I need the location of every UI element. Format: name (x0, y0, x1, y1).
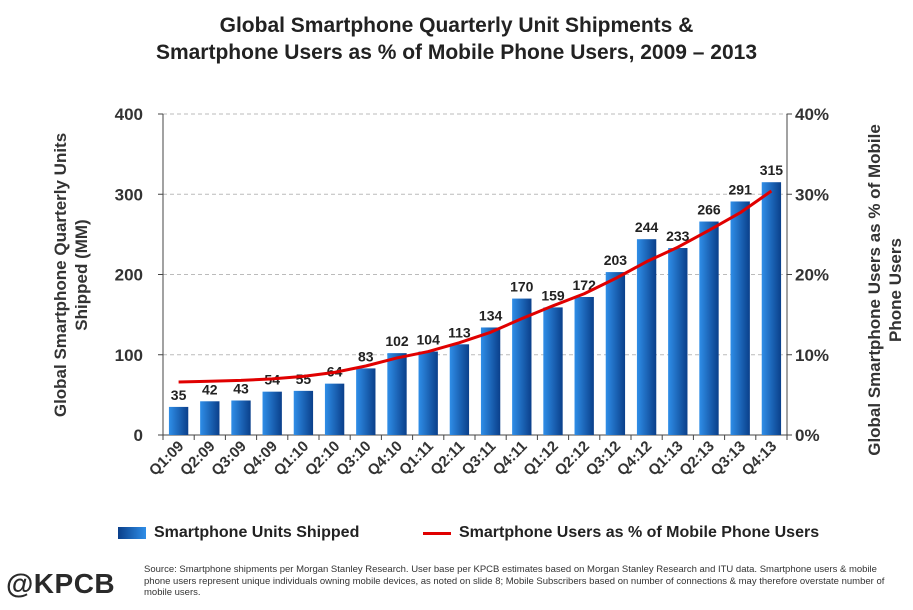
bar-data-label: 159 (541, 287, 565, 303)
legend-item-units: Smartphone Units Shipped (118, 524, 359, 542)
x-tick-label: Q2:09 (177, 438, 219, 480)
bar-data-label: 35 (171, 387, 187, 403)
x-tick-label: Q1:12 (520, 438, 562, 480)
kpcb-logo: @KPCB (6, 568, 116, 599)
y-tick-label-left: 200 (115, 266, 143, 285)
bar (512, 298, 532, 435)
bar-data-label: 233 (666, 228, 690, 244)
bar (574, 296, 594, 435)
bar (324, 383, 345, 435)
y-axis-title-left-line-1: Global Smartphone Quarterly Units (51, 133, 70, 417)
legend-label-units: Smartphone Units Shipped (154, 524, 360, 541)
y-tick-label-right: 30% (795, 185, 829, 204)
legend-line-swatch (423, 531, 451, 535)
x-tick-label: Q4:10 (364, 438, 406, 480)
bar (699, 221, 719, 435)
bar-data-label: 113 (448, 324, 471, 340)
legend-label-users: Smartphone Users as % of Mobile Phone Us… (459, 524, 820, 541)
y-tick-label-right: 20% (795, 266, 829, 285)
bar-data-label: 43 (233, 380, 249, 396)
y-axis-title-right-line-2: Phone Users (886, 238, 905, 342)
legend-bar-swatch (118, 527, 146, 539)
bar-data-label: 102 (385, 333, 409, 349)
y-tick-label-right: 10% (795, 346, 829, 365)
footer: @KPCB Source: Smartphone shipments per M… (0, 562, 913, 610)
chart-title-line-1: Global Smartphone Quarterly Unit Shipmen… (219, 14, 694, 37)
x-tick-label: Q4:09 (240, 438, 282, 480)
y-tick-label-left: 0 (134, 426, 143, 445)
x-tick-label: Q2:13 (676, 438, 718, 480)
bar (168, 406, 189, 435)
bar-data-label: 291 (729, 181, 753, 197)
y-axis-title-left: Global Smartphone Quarterly Units Shipped… (51, 133, 91, 417)
x-tick-label: Q1:09 (146, 438, 188, 480)
bar (200, 401, 220, 435)
x-tick-label: Q3:13 (708, 438, 750, 480)
x-tick-label: Q3:09 (208, 438, 250, 480)
x-tick-label: Q1:11 (396, 438, 437, 479)
x-tick-label: Q1:10 (271, 438, 313, 480)
bar-data-label: 244 (635, 219, 659, 235)
bar (730, 201, 750, 435)
bar (293, 390, 314, 435)
bar (761, 182, 782, 435)
bar (543, 307, 563, 435)
bar-data-label: 42 (202, 381, 218, 397)
bar-data-label: 134 (479, 307, 503, 323)
bar (231, 400, 251, 435)
bar (605, 272, 626, 435)
legend: Smartphone Units Shipped Smartphone User… (118, 518, 908, 548)
users-percent-line (178, 189, 773, 384)
y-axis-title-left-line-2: Shipped (MM) (72, 219, 91, 330)
x-tick-label: Q1:13 (645, 438, 687, 480)
source-note: Source: Smartphone shipments per Morgan … (144, 564, 885, 598)
y-tick-label-right: 40% (795, 105, 829, 124)
bar-data-label: 55 (296, 371, 312, 387)
x-tick-label: Q3:10 (333, 438, 375, 480)
bar (449, 344, 470, 435)
bar-data-label: 104 (417, 332, 441, 348)
x-tick-label: Q4:13 (739, 438, 781, 480)
y-tick-label-left: 400 (115, 105, 143, 124)
y-axis-title-right: Global Smartphone Users as % of Mobile Ph… (865, 124, 905, 456)
bar (356, 368, 376, 435)
chart-title-line-2: Smartphone Users as % of Mobile Phone Us… (155, 41, 758, 64)
y-tick-label-left: 300 (115, 185, 143, 204)
bar (387, 353, 407, 435)
bar (636, 239, 657, 435)
bar (262, 391, 282, 435)
y-tick-label-left: 100 (115, 346, 143, 365)
bar-data-label: 266 (697, 202, 721, 218)
x-tick-label: Q3:11 (459, 438, 500, 479)
chart-title: Global Smartphone Quarterly Unit Shipmen… (0, 12, 913, 66)
x-tick-label: Q4:12 (614, 438, 656, 480)
bar-data-label: 203 (604, 252, 628, 268)
y-tick-label-right: 0% (795, 426, 820, 445)
bar-data-label: 172 (573, 277, 597, 293)
bar (418, 351, 438, 435)
y-axis-title-right-line-1: Global Smartphone Users as % of Mobile (865, 124, 884, 456)
bar-data-label: 83 (358, 348, 374, 364)
bar (668, 248, 688, 435)
x-tick-label: Q2:12 (552, 438, 594, 480)
legend-item-users: Smartphone Users as % of Mobile Phone Us… (423, 524, 819, 542)
x-tick-label: Q3:12 (583, 438, 625, 480)
bar (480, 327, 501, 435)
bar-data-label: 315 (760, 162, 784, 178)
x-tick-label: Q2:11 (427, 438, 468, 479)
bar-data-label: 170 (510, 279, 534, 295)
x-tick-label: Q2:10 (302, 438, 344, 480)
